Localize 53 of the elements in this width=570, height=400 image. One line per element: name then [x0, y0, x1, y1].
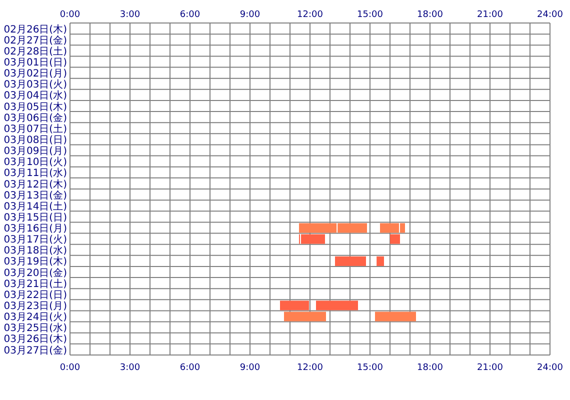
x2-tick-label: 3:00 — [120, 363, 140, 373]
y-tick-label: 03月16日(月) — [4, 224, 68, 235]
y-tick-label: 03月22日(日) — [4, 290, 68, 301]
x2-tick-label: 18:00 — [417, 363, 444, 373]
y-tick-label: 03月07日(土) — [4, 122, 68, 135]
bar — [316, 300, 358, 310]
x2-tick-label: 12:00 — [297, 363, 324, 373]
x2-tick-label: 21:00 — [477, 363, 504, 373]
x-tick-label: 15:00 — [357, 10, 384, 20]
y-tick-label: 03月11日(水) — [4, 167, 68, 180]
y-tick-label: 03月09日(月) — [4, 146, 68, 158]
y-tick-label: 02月26日(木) — [4, 23, 68, 36]
y-tick-label: 03月10日(火) — [4, 156, 68, 168]
y-tick-label: 03月25日(水) — [4, 322, 68, 334]
y-tick-label: 03月02日(月) — [4, 68, 68, 80]
y-tick-label: 03月12日(木) — [4, 178, 68, 190]
x-tick-label: 18:00 — [417, 10, 444, 20]
bar — [280, 300, 309, 310]
x2-tick-label: 0:00 — [60, 363, 80, 373]
y-tick-label: 03月15日(日) — [4, 212, 68, 224]
x2-tick-label: 9:00 — [240, 363, 260, 373]
y-tick-label: 03月04日(水) — [4, 90, 68, 102]
x-tick-label: 3:00 — [120, 10, 140, 20]
y-tick-label: 03月06日(金) — [4, 112, 68, 124]
x2-tick-label: 15:00 — [357, 363, 384, 373]
y-tick-label: 02月28日(土) — [4, 45, 68, 58]
bar — [376, 256, 384, 266]
y-tick-label: 03月23日(月) — [4, 301, 68, 312]
y-tick-label: 03月21日(土) — [4, 278, 68, 290]
y-tick-label: 02月27日(金) — [4, 34, 68, 46]
x2-tick-label: 24:00 — [537, 363, 564, 373]
y-tick-label: 03月13日(金) — [4, 189, 68, 202]
y-tick-label: 03月20日(金) — [4, 266, 68, 279]
y-tick-label: 03月17日(火) — [4, 234, 68, 246]
y-tick-label: 03月14日(土) — [4, 200, 68, 212]
x-tick-label: 24:00 — [537, 10, 564, 20]
y-tick-label: 03月19日(木) — [4, 256, 68, 268]
y-tick-label: 03月27日(金) — [4, 344, 68, 356]
x-tick-label: 12:00 — [297, 10, 324, 20]
x-tick-label: 21:00 — [477, 10, 504, 20]
x2-tick-label: 6:00 — [180, 363, 200, 373]
x-tick-label: 0:00 — [60, 10, 80, 20]
y-tick-label: 03月05日(木) — [4, 100, 68, 113]
x-tick-label: 6:00 — [180, 10, 200, 20]
x-tick-label: 9:00 — [240, 10, 260, 20]
y-tick-label: 03月24日(火) — [4, 311, 68, 324]
bar — [335, 256, 366, 266]
y-tick-label: 03月01日(日) — [4, 58, 68, 69]
y-tick-label: 03月08日(日) — [4, 135, 68, 146]
y-tick-label: 03月26日(木) — [4, 333, 68, 346]
bar — [301, 234, 325, 244]
y-tick-label: 03月03日(火) — [4, 78, 68, 91]
y-tick-label: 03月18日(水) — [4, 244, 68, 257]
